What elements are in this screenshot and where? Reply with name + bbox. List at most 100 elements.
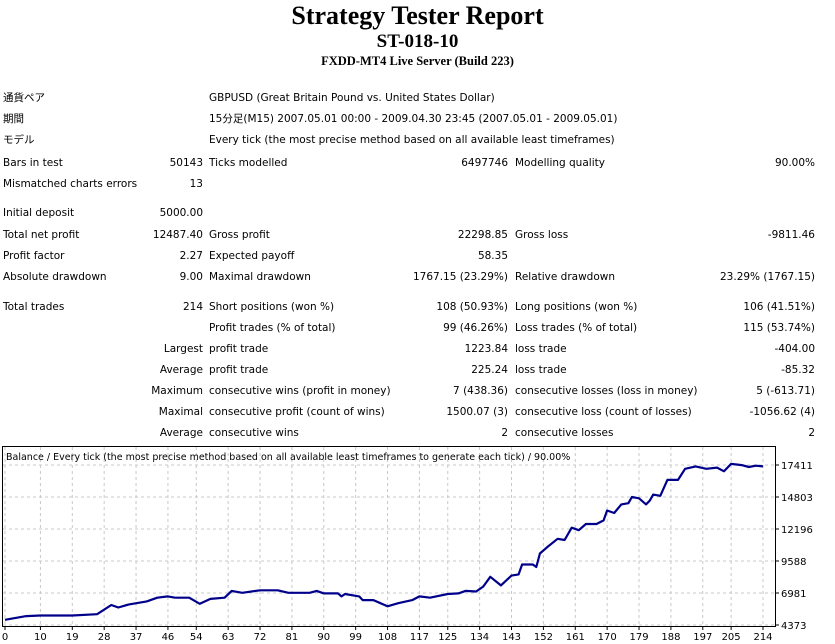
x-tick-label: 63: [222, 632, 235, 643]
y-tick-label: 14803: [781, 493, 813, 504]
row-value: 1500.07 (3): [446, 406, 508, 418]
expert-name: ST-018-10: [376, 31, 459, 52]
row-label: Every tick (the most precise method base…: [209, 134, 615, 146]
row-value: 2: [501, 427, 508, 439]
row-label: profit trade: [209, 343, 269, 355]
row-label: Mismatched charts errors: [3, 178, 138, 190]
y-tick-label: 4373: [781, 621, 806, 632]
x-tick-label: 46: [162, 632, 175, 643]
row-value: 5000.00: [159, 207, 203, 219]
row-value: 1223.84: [464, 343, 508, 355]
row-value: 214: [182, 301, 203, 313]
row-label: Expected payoff: [209, 250, 295, 262]
row-label: loss trade: [515, 364, 567, 376]
row-value: 1767.15 (23.29%): [413, 271, 508, 283]
y-tick-label: 6981: [781, 589, 806, 600]
row-value: Average: [159, 364, 203, 376]
row-value: -85.32: [781, 364, 815, 376]
x-tick-label: 170: [598, 632, 617, 643]
y-tick-label: 9588: [781, 557, 806, 568]
server-name: FXDD-MT4 Live Server (Build 223): [321, 54, 514, 68]
y-tick-label: 17411: [781, 461, 813, 472]
row-label: Ticks modelled: [209, 157, 288, 169]
x-tick-label: 28: [98, 632, 111, 643]
row-value: 13: [189, 178, 203, 190]
row-label: Loss trades (% of total): [515, 322, 638, 334]
x-tick-label: 37: [130, 632, 143, 643]
row-label: Modelling quality: [515, 157, 605, 169]
x-tick-label: 10: [34, 632, 47, 643]
row-label: Total trades: [3, 301, 65, 313]
x-tick-label: 197: [693, 632, 712, 643]
x-tick-label: 99: [349, 632, 362, 643]
x-tick-label: 205: [722, 632, 741, 643]
row-value: -404.00: [774, 343, 815, 355]
balance-line: [4, 462, 764, 621]
row-label: Maximal drawdown: [209, 271, 311, 283]
row-value: 6497746: [461, 157, 508, 169]
row-value: 50143: [169, 157, 203, 169]
row-label: consecutive wins: [209, 427, 299, 439]
row-value: 23.29% (1767.15): [720, 271, 815, 283]
row-label: Initial deposit: [3, 207, 75, 219]
row-value: 108 (50.93%): [436, 301, 508, 313]
x-tick-label: 0: [2, 632, 8, 643]
x-tick-label: 81: [286, 632, 299, 643]
row-value: 58.35: [477, 250, 508, 262]
row-value: Average: [159, 427, 203, 439]
row-label: loss trade: [515, 343, 567, 355]
x-tick-label: 108: [378, 632, 397, 643]
x-tick-label: 134: [470, 632, 489, 643]
row-value: 9.00: [179, 271, 203, 283]
plot-frame: [2, 446, 776, 627]
row-value: Maximum: [151, 385, 203, 397]
row-label: モデル: [3, 134, 35, 146]
row-label: Absolute drawdown: [3, 271, 107, 283]
balance-chart: 0 10 19 28 37 46 54 63 72 81 90 99 108 117 125 134 143 15…: [2, 446, 813, 643]
x-tick-label: 214: [753, 632, 772, 643]
row-value: 7 (438.36): [453, 385, 508, 397]
y-tick-label: 12196: [781, 525, 813, 536]
row-label: consecutive loss (count of losses): [515, 406, 692, 418]
row-value: 115 (53.74%): [743, 322, 815, 334]
row-label: Short positions (won %): [209, 301, 335, 313]
row-value: -1056.62 (4): [749, 406, 815, 418]
row-value: 90.00%: [774, 157, 815, 169]
row-value: -9811.46: [767, 229, 815, 241]
row-label: Profit trades (% of total): [209, 322, 336, 334]
x-tick-label: 161: [566, 632, 585, 643]
row-value: 225.24: [471, 364, 508, 376]
row-label: Gross profit: [209, 229, 270, 241]
row-value: 2.27: [179, 250, 203, 262]
row-label: Bars in test: [3, 157, 63, 169]
row-label: consecutive losses (loss in money): [515, 385, 698, 397]
row-value: 22298.85: [457, 229, 508, 241]
row-label: Gross loss: [515, 229, 569, 241]
x-tick-label: 188: [661, 632, 680, 643]
row-value: 5 (-613.71): [756, 385, 815, 397]
row-label: 期間: [3, 113, 24, 125]
row-label: Relative drawdown: [515, 271, 616, 283]
x-tick-label: 19: [66, 632, 79, 643]
report-title: Strategy Tester Report: [291, 1, 544, 30]
x-tick-label: 143: [502, 632, 521, 643]
x-tick-label: 179: [629, 632, 648, 643]
x-tick-label: 117: [410, 632, 429, 643]
row-value: Largest: [163, 343, 203, 355]
x-tick-label: 125: [438, 632, 457, 643]
x-tick-label: 54: [190, 632, 203, 643]
x-tick-label: 90: [317, 632, 330, 643]
x-tick-label: 152: [534, 632, 553, 643]
row-label: consecutive wins (profit in money): [209, 385, 391, 397]
row-label: consecutive profit (count of wins): [209, 406, 385, 418]
row-label: consecutive losses: [515, 427, 614, 439]
row-label: 15分足(M15) 2007.05.01 00:00 - 2009.04.30 …: [209, 113, 618, 125]
row-value: 2: [808, 427, 815, 439]
chart-title: Balance / Every tick (the most precise m…: [6, 452, 570, 463]
row-label: 通貨ペア: [3, 92, 45, 104]
row-label: Profit factor: [3, 250, 65, 262]
row-label: profit trade: [209, 364, 269, 376]
row-label: Long positions (won %): [515, 301, 638, 313]
row-value: 12487.40: [152, 229, 203, 241]
row-label: GBPUSD (Great Britain Pound vs. United S…: [209, 92, 495, 104]
